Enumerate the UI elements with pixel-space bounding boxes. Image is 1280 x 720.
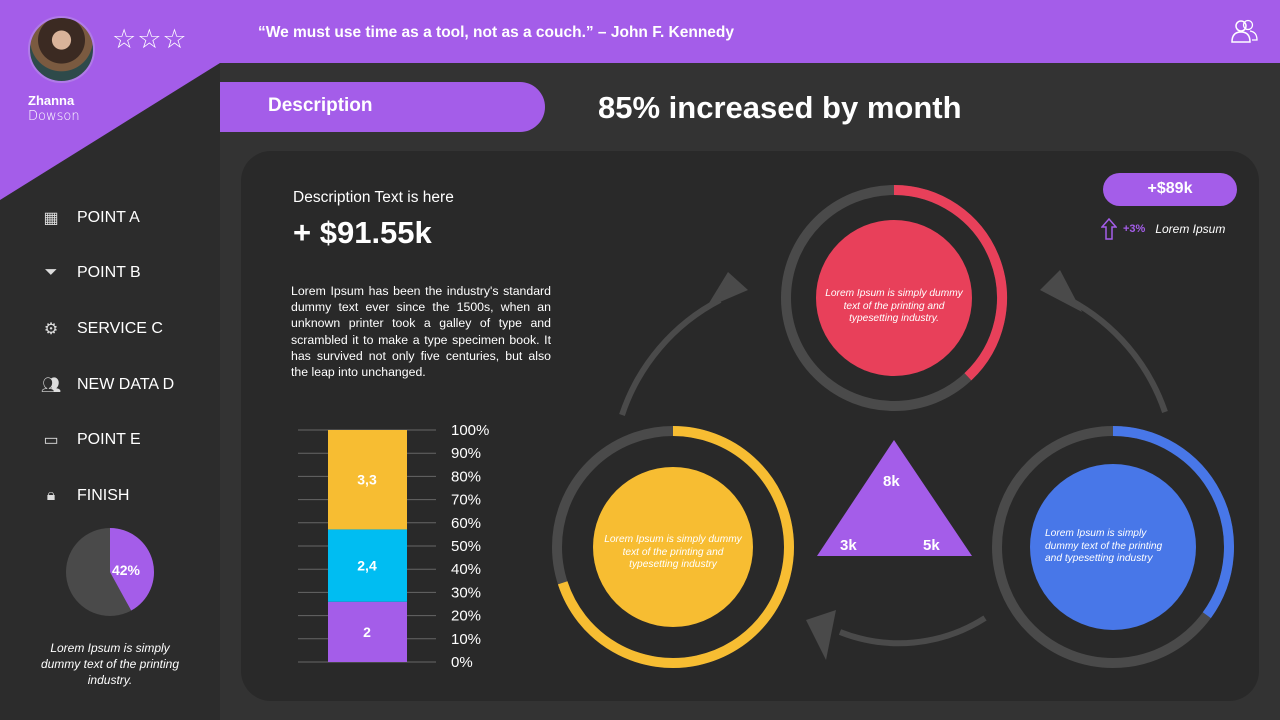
trend-percent: +3% [1123,223,1146,235]
pie-slice-main [110,528,155,611]
arrow-head [806,610,836,660]
users-icon: 👥︎ [40,376,62,394]
bar-segment [328,529,407,602]
tick-label: 80% [451,468,481,485]
sidebar-item-label: POINT B [77,264,141,282]
amount: + $91.55k [293,215,432,250]
triangle [817,440,972,556]
sidebar-item-point-b[interactable]: ⏷ POINT B [40,246,174,302]
triangle-label-left: 3k [840,537,857,554]
ring-progress [893,185,1007,381]
headline: 85% increased by month [598,90,962,125]
sidebar-nav: ▦ POINT A ⏷ POINT B ⚙ SERVICE C 👥︎ NEW DATA … [40,190,174,524]
tick-label: 0% [451,654,473,671]
arrow-up-icon [1101,218,1117,240]
sidebar-item-label: FINISH [77,486,130,504]
sidebar-item-new-data-d[interactable]: 👥︎ NEW DATA D [40,357,174,413]
sidebar-item-label: SERVICE C [77,319,163,337]
inner-circle [816,220,972,376]
pie-chart: 42% [66,528,155,616]
bar-segment [328,430,407,530]
user-first-name: Zhanna [28,93,75,108]
pie-caption: Lorem Ipsum is simply dummy text of the … [40,641,180,687]
gear-icon: ⚙ [43,320,59,338]
trend-label: Lorem Ipsum [1155,222,1226,236]
pie-label: 42% [112,562,141,578]
tick-label: 70% [451,492,481,509]
avatar [28,16,95,83]
triangle-label-top: 8k [883,473,900,490]
tick-label: 10% [451,631,481,648]
circle-text-right: Lorem Ipsum is simply dummy text of the … [1045,528,1163,564]
sidebar-item-label: NEW DATA D [77,375,175,393]
header-bar: “We must use time as a tool, not as a co… [220,0,1280,63]
sidebar-item-point-e[interactable]: ▭ POINT E [40,412,174,468]
sidebar-item-finish[interactable]: 🔒︎ FINISH [40,468,174,524]
tick-label: 90% [451,445,481,462]
sidebar-item-label: POINT E [77,431,141,449]
tick-label: 50% [451,538,481,555]
sidebar-item-label: POINT A [77,208,140,226]
cycle-arrow [838,615,987,647]
ring-progress [557,426,794,668]
description-title: Description Text is here [293,189,454,206]
user-last-name: Dowson [28,109,80,124]
bar-segment-label: 2,4 [357,558,377,574]
description-tab: Description [220,82,545,132]
funnel-icon: ⏷ [44,264,58,282]
cycle-arrow [619,297,722,416]
triangle-label-right: 5k [923,537,940,554]
arrow-head [1040,270,1082,312]
inner-circle [593,467,753,627]
quote: “We must use time as a tool, not as a co… [258,24,735,41]
body-text: Lorem Ipsum has been the industry's stan… [291,284,551,380]
sidebar: ☆☆☆ Zhanna Dowson ▦ POINT A ⏷ POINT B ⚙ SER… [0,0,220,720]
tick-label: 20% [451,608,481,625]
briefcase-icon: ▭ [43,432,59,450]
bar-segment-label: 3,3 [357,472,377,488]
tick-label: 100% [451,422,489,439]
tick-label: 30% [451,584,481,601]
sidebar-item-service-c[interactable]: ⚙ SERVICE C [40,301,174,357]
ring-progress [1112,426,1234,619]
bar-segment-label: 2 [363,624,371,640]
lock-icon: 🔒︎ [46,486,56,504]
trend: +3% Lorem Ipsum [1101,218,1225,240]
rating-stars: ☆☆☆ [112,24,188,54]
circle-text-top: Lorem Ipsum is simply dummy text of the … [825,288,963,324]
cycle-arrow [1068,297,1168,413]
users-icon[interactable] [1230,18,1258,44]
tick-label: 60% [451,515,481,532]
arrow-head [706,272,748,308]
calendar-icon: ▦ [43,209,59,227]
bar-segment [328,601,407,662]
circle-text-left: Lorem Ipsum is simply dummy text of the … [604,534,742,570]
badge: +$89k [1103,173,1237,206]
sidebar-item-point-a[interactable]: ▦ POINT A [40,190,174,246]
inner-circle [1030,464,1196,630]
tick-label: 40% [451,561,481,578]
